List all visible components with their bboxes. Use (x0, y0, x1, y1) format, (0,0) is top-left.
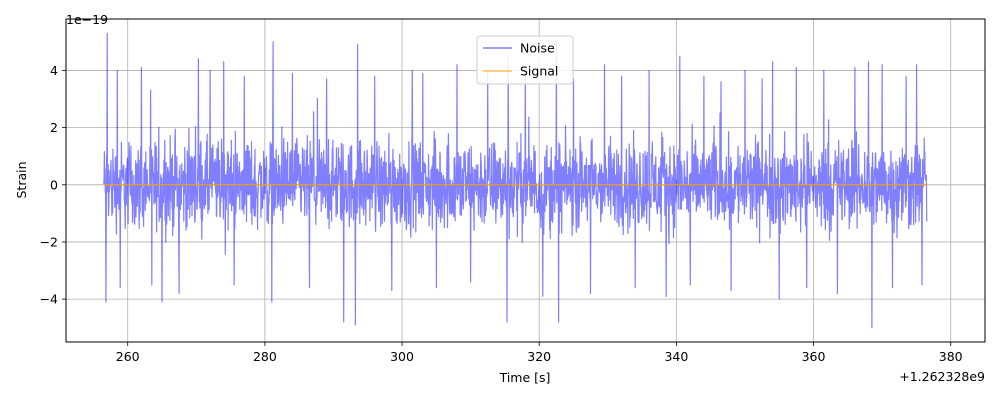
y-tick-label: 4 (50, 63, 58, 78)
legend-label-signal: Signal (520, 64, 558, 79)
x-offset-label: +1.262328e9 (899, 369, 985, 384)
y-tick-label: −2 (40, 234, 58, 249)
legend: Noise Signal (476, 35, 574, 85)
y-axis-ticks: −4 −2 0 2 4 (40, 63, 66, 307)
x-axis-label: Time [s] (499, 370, 551, 385)
legend-label-noise: Noise (520, 41, 555, 56)
y-tick-label: −4 (40, 292, 58, 307)
x-tick-label: 280 (253, 349, 277, 364)
x-axis-ticks: 260 280 300 320 340 360 380 (116, 342, 963, 364)
y-exponent-label: 1e−19 (66, 12, 108, 27)
x-tick-label: 360 (802, 349, 826, 364)
x-tick-label: 300 (390, 349, 414, 364)
x-tick-label: 340 (664, 349, 688, 364)
plot-area (103, 32, 928, 329)
x-tick-label: 380 (939, 349, 963, 364)
x-tick-label: 320 (527, 349, 551, 364)
x-tick-label: 260 (116, 349, 140, 364)
y-tick-label: 2 (50, 120, 58, 135)
y-axis-label: Strain (14, 161, 29, 198)
y-tick-label: 0 (50, 177, 58, 192)
noise-series-line (103, 32, 928, 329)
axes-frame (65, 18, 986, 343)
